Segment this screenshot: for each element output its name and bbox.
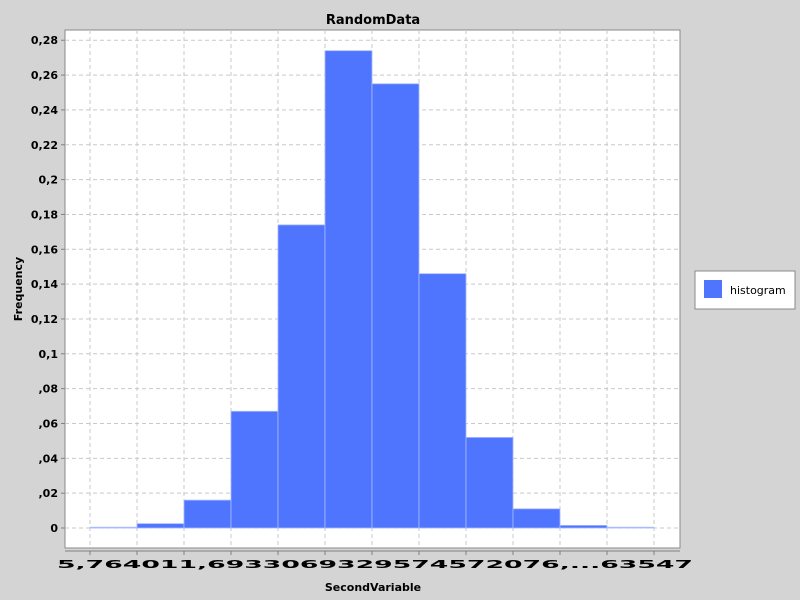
histogram-bar	[418, 273, 467, 529]
histogram-bar	[136, 523, 185, 529]
y-tick-label: 0,28	[31, 34, 58, 47]
x-axis-title: SecondVariable	[325, 581, 421, 594]
y-axis-title: Frequency	[12, 257, 25, 321]
histogram-bar	[606, 526, 655, 529]
histogram-bar	[465, 437, 514, 529]
y-tick-label: 0,14	[31, 278, 58, 291]
x-tick-labels: 5,764011,6933069329574572076,...63547	[57, 558, 693, 571]
y-tick-label: 0,12	[31, 313, 58, 326]
y-tick-label: 0,18	[31, 208, 58, 221]
y-axis: 0 ,02 ,04 ,06 ,08 0,1 0,12 0,14 0,16 0,18 0,2 0,22 0…	[31, 34, 65, 535]
histogram-bar	[512, 508, 561, 529]
y-tick-label: ,04	[39, 452, 59, 465]
histogram-bar	[371, 83, 420, 529]
legend: histogram	[694, 270, 796, 310]
y-tick-label: 0,26	[31, 69, 58, 82]
legend-label: histogram	[730, 284, 786, 297]
histogram-bar	[230, 410, 279, 529]
y-tick-label: 0,1	[39, 348, 59, 361]
bars	[89, 50, 655, 529]
y-tick-label: 0,24	[31, 104, 58, 117]
histogram-bar	[89, 526, 138, 529]
y-tick-label: 0	[50, 522, 58, 535]
legend-swatch	[704, 280, 722, 298]
y-tick-label: 0,16	[31, 243, 58, 256]
y-tick-label: 0,22	[31, 139, 58, 152]
histogram-bar	[277, 224, 326, 529]
chart-title: RandomData	[326, 13, 420, 28]
y-tick-label: ,06	[39, 417, 59, 430]
y-tick-label: ,08	[39, 383, 59, 396]
histogram-bar	[324, 50, 373, 529]
y-tick-label: ,02	[39, 487, 59, 500]
histogram-bar	[183, 499, 232, 529]
x-axis: 5,764011,6933069329574572076,...63547	[57, 550, 693, 571]
y-tick-label: 0,2	[39, 174, 59, 187]
histogram-bar	[559, 524, 608, 529]
